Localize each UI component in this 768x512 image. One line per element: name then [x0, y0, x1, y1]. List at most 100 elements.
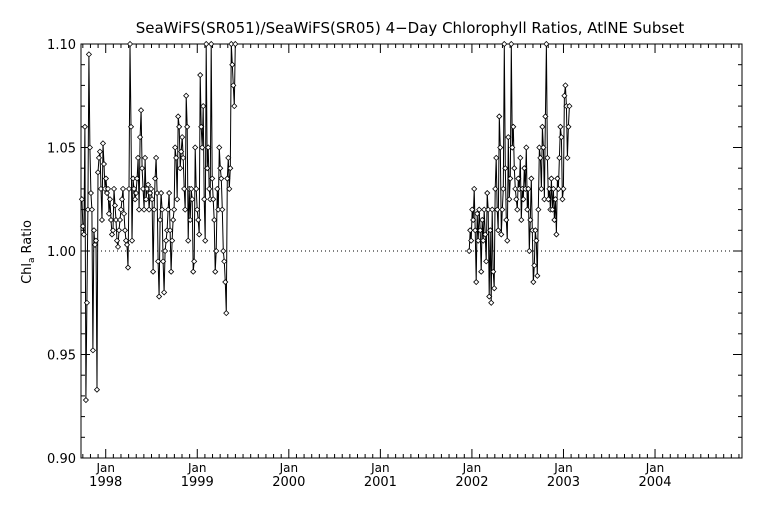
data-point [105, 210, 113, 217]
x-tick-year-label: 2002 [455, 475, 488, 490]
data-point [537, 154, 544, 161]
data-point [523, 144, 530, 151]
data-point [520, 196, 527, 203]
data-point [193, 185, 200, 192]
data-point [197, 71, 204, 79]
x-tick-month-label: Jan [187, 461, 207, 475]
data-point [508, 40, 515, 48]
data-point [514, 206, 521, 213]
data-point [540, 144, 547, 151]
data-point [103, 189, 111, 197]
data-point [518, 216, 525, 224]
data-point [81, 123, 88, 130]
y-axis-label-main: Chl [20, 263, 35, 284]
data-point [475, 237, 482, 244]
data-point [175, 113, 182, 120]
data-point [208, 40, 215, 48]
data-point [534, 272, 541, 279]
data-point [521, 165, 528, 172]
data-point [566, 103, 573, 110]
data-point [131, 196, 139, 203]
data-point [513, 196, 520, 203]
x-axis: Jan1998Jan1999Jan2000Jan2001Jan2002Jan20… [82, 44, 740, 490]
data-point [116, 216, 124, 224]
data-point [221, 258, 228, 265]
data-point [479, 216, 486, 224]
data-point [498, 231, 505, 238]
data-point [171, 206, 178, 213]
data-point [212, 268, 219, 275]
data-point [145, 181, 152, 188]
data-point [511, 165, 518, 172]
data-point [474, 210, 481, 217]
data-point [159, 206, 166, 213]
data-point [108, 231, 116, 238]
data-point [543, 40, 550, 48]
data-point [94, 169, 102, 176]
data-point [219, 206, 226, 213]
data-point [505, 134, 512, 141]
data-point [226, 185, 233, 192]
data-point [468, 237, 475, 244]
data-point [140, 185, 147, 192]
data-point [154, 189, 161, 197]
data-point [222, 278, 229, 286]
data-point [196, 231, 203, 238]
data-point [120, 210, 128, 217]
data-point [187, 216, 194, 224]
data-point [546, 185, 553, 192]
data-point [202, 237, 209, 244]
data-point [510, 123, 517, 130]
y-tick-label: 1.00 [47, 245, 76, 260]
data-point [558, 134, 565, 141]
data-point [93, 386, 101, 393]
data-point [483, 258, 490, 265]
data-point [496, 113, 503, 120]
data-point [170, 216, 177, 224]
data-point [561, 92, 568, 99]
data-point [102, 175, 110, 182]
data-point [231, 103, 238, 110]
data-point [542, 113, 549, 120]
data-point [552, 196, 559, 203]
data-point [118, 196, 126, 203]
data-point [545, 196, 552, 203]
data-point [486, 293, 493, 300]
data-point [165, 206, 172, 213]
data-point [557, 123, 564, 130]
data-point [99, 140, 107, 147]
data-point [107, 216, 115, 224]
data-point [220, 247, 227, 255]
data-point [166, 189, 173, 197]
data-point [130, 185, 138, 192]
data-point [153, 154, 160, 161]
data-point [536, 144, 543, 151]
data-point [82, 396, 89, 404]
data-point [136, 134, 144, 141]
data-point [189, 196, 196, 203]
data-point [553, 231, 560, 238]
data-point [223, 310, 230, 317]
data-point [204, 165, 211, 172]
data-point [134, 154, 142, 161]
data-point [185, 237, 192, 244]
data-point [470, 216, 477, 224]
data-point [182, 206, 189, 213]
x-tick-month-label: Jan [279, 461, 299, 475]
data-point [172, 144, 179, 151]
series-line-segment-1 [81, 43, 236, 401]
data-point [565, 123, 572, 130]
data-point [133, 175, 141, 182]
data-point [559, 196, 566, 203]
data-point [554, 175, 561, 182]
data-point [491, 285, 498, 292]
plot-frame [80, 43, 743, 459]
data-point [115, 227, 123, 234]
data-point [228, 40, 235, 48]
data-point [198, 123, 205, 130]
x-tick-year-label: 2004 [638, 475, 671, 490]
data-point [206, 185, 213, 192]
data-point [179, 134, 186, 141]
data-point [538, 185, 545, 192]
